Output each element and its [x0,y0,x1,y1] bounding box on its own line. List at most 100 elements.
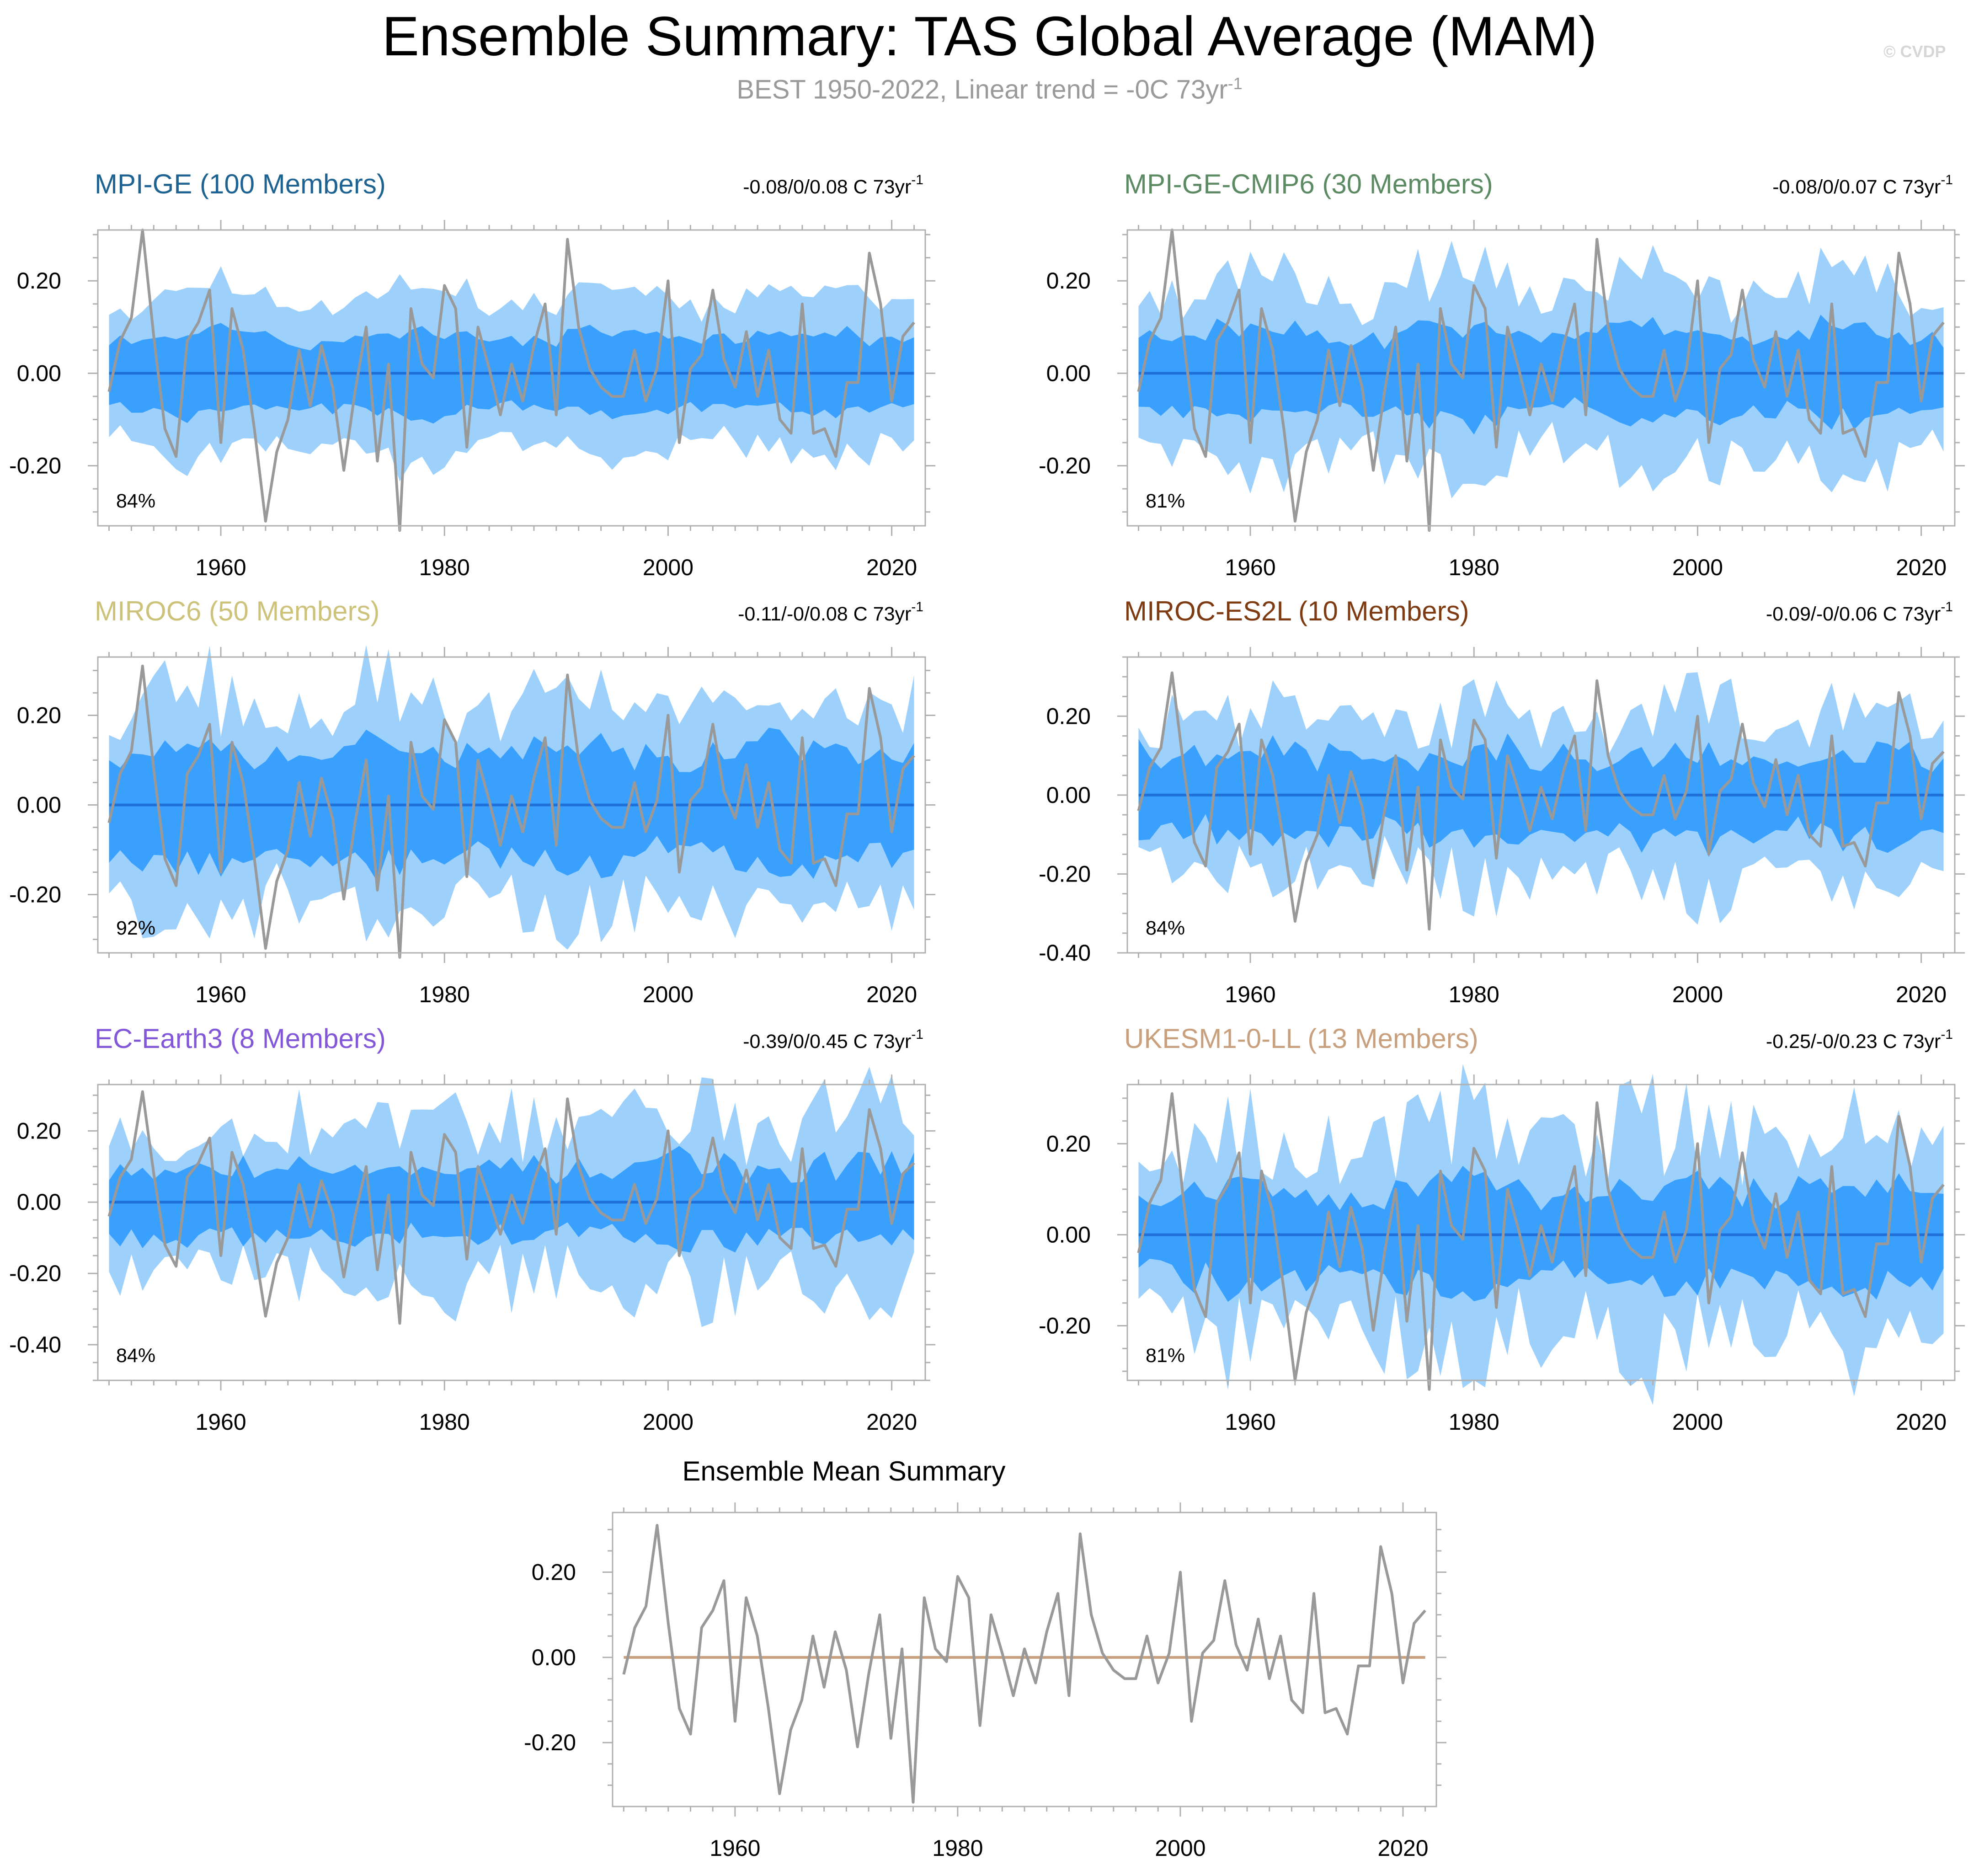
panel-4-x-tick-label: 2020 [1896,982,1947,1007]
panel-2-x-tick-label: 1980 [1449,555,1499,580]
panel-6-x-tick-label: 1980 [1449,1409,1499,1435]
panel-1-y-tick-label: 0.20 [17,268,61,294]
panel-trend-text: -0.09/-0/0.06 C 73yr [1766,603,1941,625]
panel-4-x-tick-label: 2000 [1672,982,1723,1007]
panel-1: MPI-GE (100 Members) -0.08/0/0.08 C 73yr-… [9,169,935,580]
panel-2-y-tick-label: 0.00 [1046,360,1091,386]
panel-4-x-tick-label: 1960 [1225,982,1275,1007]
panel-3-x-tick-label: 1960 [195,982,246,1007]
panel-title: MPI-GE (100 Members) [95,169,386,199]
observations-line [1137,229,1945,532]
summary-x-tick-label: 1980 [932,1835,983,1861]
summary-x-tick-label: 2000 [1155,1835,1206,1861]
panel-3-y-tick-label: -0.20 [9,882,61,908]
panel-2-x-tick-label: 2000 [1672,555,1723,580]
panel-title: EC-Earth3 (8 Members) [95,1023,386,1054]
panel-trend-sup: -1 [1941,599,1953,615]
summary-observations-line [622,1524,1426,1804]
panel-5-y-tick-label: 0.00 [17,1189,61,1215]
panel-4-x-tick-label: 1980 [1449,982,1499,1007]
panel-5-x-tick-label: 1960 [195,1409,246,1435]
panel-trend-label: -0.08/0/0.08 C 73yr-1 [743,172,923,198]
panel-percent-label: 84% [116,1345,155,1367]
observations-line [1137,1092,1945,1391]
panel-trend-text: -0.11/-0/0.08 C 73yr [738,603,911,625]
panel-trend-text: -0.08/0/0.08 C 73yr [743,176,911,198]
panel-trend-label: -0.08/0/0.07 C 73yr-1 [1772,172,1953,198]
panel-3-x-tick-label: 2000 [643,982,693,1007]
panel-4-y-tick-label: -0.40 [1039,940,1091,966]
summary-y-tick-label: 0.00 [532,1645,576,1670]
summary-x-tick-label: 1960 [709,1835,760,1861]
panel-trend-label: -0.39/0/0.45 C 73yr-1 [743,1027,923,1053]
panel-1-y-tick-label: 0.00 [17,360,61,386]
page-subtitle: BEST 1950-2022, Linear trend = -0C 73yr-… [0,74,1979,105]
panel-3: MIROC6 (50 Members) -0.11/-0/0.08 C 73yr-… [9,596,935,1007]
panel-percent-label: 81% [1146,490,1185,512]
panel-6-x-tick-label: 2020 [1896,1409,1947,1435]
panel-trend-sup: -1 [911,599,923,615]
panel-4-y-tick-label: -0.20 [1039,861,1091,887]
panel-1-x-tick-label: 2000 [643,555,693,580]
observations-line [107,664,915,959]
panel-5-x-tick-label: 1980 [419,1409,470,1435]
panel-4: MIROC-ES2L (10 Members) -0.09/-0/0.06 C 7… [1039,596,1965,1007]
panel-title: MPI-GE-CMIP6 (30 Members) [1124,169,1493,199]
panel-5-y-tick-label: -0.40 [9,1332,61,1358]
subtitle-text: BEST 1950-2022, Linear trend = -0C 73yr [736,75,1228,105]
panel-2: MPI-GE-CMIP6 (30 Members) -0.08/0/0.07 C … [1039,169,1965,580]
panel-4-y-tick-label: 0.00 [1046,782,1091,808]
panel-trend-sup: -1 [911,1027,923,1042]
panel-5-x-tick-label: 2000 [643,1409,693,1435]
summary-frame [612,1512,1437,1807]
panel-trend-text: -0.25/-0/0.23 C 73yr [1766,1031,1941,1053]
panel-trend-text: -0.39/0/0.45 C 73yr [743,1031,911,1053]
panel-3-y-tick-label: 0.20 [17,702,61,728]
panel-2-y-tick-label: -0.20 [1039,453,1091,479]
panel-3-y-tick-label: 0.00 [17,792,61,818]
panel-6-y-tick-label: -0.20 [1039,1313,1091,1339]
panel-trend-sup: -1 [911,172,923,187]
panel-percent-label: 84% [116,490,155,512]
observations-line [1137,671,1945,931]
summary-y-tick-label: -0.20 [524,1730,576,1755]
panel-percent-label: 84% [1146,917,1185,939]
page-title: Ensemble Summary: TAS Global Average (MA… [382,5,1597,67]
panel-6: UKESM1-0-LL (13 Members) -0.25/-0/0.23 C … [1039,1023,1965,1435]
panel-4-y-tick-label: 0.20 [1046,703,1091,729]
watermark-label: © CVDP [1883,42,1946,61]
summary-x-tick-label: 2020 [1377,1835,1428,1861]
panel-percent-label: 92% [116,917,155,939]
panel-trend-sup: -1 [1941,1027,1953,1042]
panel-5-y-tick-label: -0.20 [9,1261,61,1286]
panel-5-x-tick-label: 2020 [866,1409,917,1435]
panel-5: EC-Earth3 (8 Members) -0.39/0/0.45 C 73yr… [9,1023,935,1435]
panel-6-x-tick-label: 1960 [1225,1409,1275,1435]
panel-3-x-tick-label: 1980 [419,982,470,1007]
observations-line [107,229,915,532]
panel-6-y-tick-label: 0.20 [1046,1131,1091,1156]
panel-6-y-tick-label: 0.00 [1046,1222,1091,1247]
summary-title: Ensemble Mean Summary [683,1456,1006,1486]
panel-trend-label: -0.11/-0/0.08 C 73yr-1 [738,599,923,625]
panel-title: MIROC6 (50 Members) [95,596,379,626]
subtitle-sup: -1 [1227,74,1243,93]
panel-3-x-tick-label: 2020 [866,982,917,1007]
panel-1-x-tick-label: 2020 [866,555,917,580]
panel-trend-label: -0.25/-0/0.23 C 73yr-1 [1766,1027,1953,1053]
panel-title: MIROC-ES2L (10 Members) [1124,596,1469,626]
summary-y-tick-label: 0.20 [532,1559,576,1585]
panel-summary: Ensemble Mean Summary 1960 1980 2000 2020 -0.… [524,1456,1446,1861]
panel-5-y-tick-label: 0.20 [17,1118,61,1144]
panel-2-y-tick-label: 0.20 [1046,268,1091,294]
panel-1-y-tick-label: -0.20 [9,453,61,479]
panel-6-x-tick-label: 2000 [1672,1409,1723,1435]
panel-1-x-tick-label: 1960 [195,555,246,580]
panel-2-x-tick-label: 2020 [1896,555,1947,580]
panel-percent-label: 81% [1146,1345,1185,1367]
panel-trend-sup: -1 [1941,172,1953,187]
panel-2-x-tick-label: 1960 [1225,555,1275,580]
panel-title: UKESM1-0-LL (13 Members) [1124,1023,1478,1054]
observations-line [107,1090,915,1325]
